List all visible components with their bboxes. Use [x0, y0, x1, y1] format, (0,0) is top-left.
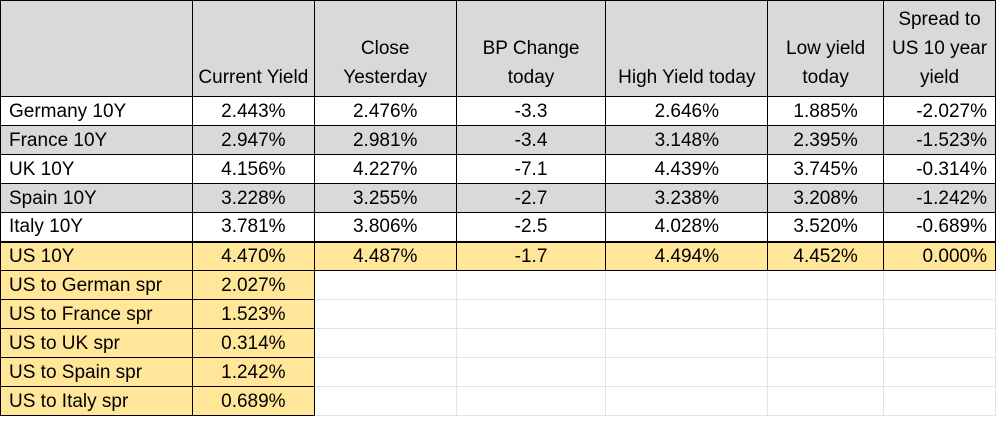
cell-low-yield[interactable]: 3.520% — [767, 212, 885, 242]
cell-spread[interactable]: -1.523% — [883, 125, 996, 155]
cell-label[interactable]: UK 10Y — [0, 154, 193, 184]
cell-high-yield[interactable]: 4.028% — [605, 212, 769, 242]
empty-cell[interactable] — [455, 299, 607, 329]
empty-cell[interactable] — [767, 328, 885, 358]
cell-spread[interactable]: -0.689% — [883, 212, 996, 242]
empty-cell[interactable] — [767, 270, 885, 300]
empty-cell[interactable] — [313, 328, 457, 358]
header-cell-current-yield[interactable]: Current Yield — [191, 0, 315, 97]
cell-label[interactable]: Italy 10Y — [0, 212, 193, 242]
table-row: France 10Y 2.947% 2.981% -3.4 3.148% 2.3… — [0, 125, 996, 155]
cell-spread[interactable]: -0.314% — [883, 154, 996, 184]
cell-close-yesterday[interactable]: 4.227% — [313, 154, 457, 184]
empty-cell[interactable] — [605, 357, 769, 387]
table-row: Germany 10Y 2.443% 2.476% -3.3 2.646% 1.… — [0, 96, 996, 126]
cell-spread-label[interactable]: US to German spr — [0, 270, 193, 300]
table-row: Spain 10Y 3.228% 3.255% -2.7 3.238% 3.20… — [0, 183, 996, 213]
cell-current-yield[interactable]: 4.470% — [191, 240, 315, 271]
cell-spread-label[interactable]: US to France spr — [0, 299, 193, 329]
cell-spread-value[interactable]: 1.242% — [191, 357, 315, 387]
cell-high-yield[interactable]: 4.439% — [605, 154, 769, 184]
cell-current-yield[interactable]: 2.443% — [191, 96, 315, 126]
cell-close-yesterday[interactable]: 3.806% — [313, 212, 457, 242]
cell-bp-change[interactable]: -3.4 — [455, 125, 607, 155]
cell-bp-change[interactable]: -1.7 — [455, 240, 607, 271]
spread-row: US to France spr 1.523% — [0, 299, 996, 329]
cell-bp-change[interactable]: -3.3 — [455, 96, 607, 126]
cell-spread[interactable]: 0.000% — [883, 240, 996, 271]
cell-spread[interactable]: -1.242% — [883, 183, 996, 213]
empty-cell[interactable] — [883, 357, 996, 387]
cell-spread-label[interactable]: US to Italy spr — [0, 386, 193, 416]
cell-close-yesterday[interactable]: 4.487% — [313, 240, 457, 271]
table-row-us: US 10Y 4.470% 4.487% -1.7 4.494% 4.452% … — [0, 240, 996, 271]
empty-cell[interactable] — [767, 299, 885, 329]
cell-spread-label[interactable]: US to UK spr — [0, 328, 193, 358]
spread-row: US to UK spr 0.314% — [0, 328, 996, 358]
header-cell-high-yield[interactable]: High Yield today — [605, 0, 769, 97]
cell-current-yield[interactable]: 4.156% — [191, 154, 315, 184]
cell-low-yield[interactable]: 2.395% — [767, 125, 885, 155]
empty-cell[interactable] — [313, 386, 457, 416]
cell-low-yield[interactable]: 4.452% — [767, 240, 885, 271]
cell-label[interactable]: Germany 10Y — [0, 96, 193, 126]
cell-spread[interactable]: -2.027% — [883, 96, 996, 126]
header-cell-low-yield[interactable]: Low yield today — [767, 0, 885, 97]
cell-low-yield[interactable]: 1.885% — [767, 96, 885, 126]
cell-low-yield[interactable]: 3.745% — [767, 154, 885, 184]
empty-cell[interactable] — [883, 328, 996, 358]
empty-cell[interactable] — [455, 270, 607, 300]
empty-cell[interactable] — [883, 270, 996, 300]
empty-cell[interactable] — [605, 299, 769, 329]
cell-spread-value[interactable]: 0.314% — [191, 328, 315, 358]
cell-label[interactable]: France 10Y — [0, 125, 193, 155]
spread-row: US to Spain spr 1.242% — [0, 357, 996, 387]
cell-high-yield[interactable]: 3.238% — [605, 183, 769, 213]
cell-high-yield[interactable]: 3.148% — [605, 125, 769, 155]
empty-cell[interactable] — [605, 386, 769, 416]
header-cell-spread[interactable]: Spread to US 10 year yield — [883, 0, 996, 97]
cell-high-yield[interactable]: 4.494% — [605, 240, 769, 271]
cell-low-yield[interactable]: 3.208% — [767, 183, 885, 213]
empty-cell[interactable] — [883, 299, 996, 329]
cell-current-yield[interactable]: 3.228% — [191, 183, 315, 213]
spread-row: US to Italy spr 0.689% — [0, 386, 996, 416]
cell-bp-change[interactable]: -2.7 — [455, 183, 607, 213]
empty-cell[interactable] — [455, 328, 607, 358]
cell-bp-change[interactable]: -2.5 — [455, 212, 607, 242]
cell-bp-change[interactable]: -7.1 — [455, 154, 607, 184]
cell-spread-label[interactable]: US to Spain spr — [0, 357, 193, 387]
header-cell-label[interactable] — [0, 0, 193, 97]
cell-spread-value[interactable]: 1.523% — [191, 299, 315, 329]
cell-close-yesterday[interactable]: 2.476% — [313, 96, 457, 126]
cell-label[interactable]: Spain 10Y — [0, 183, 193, 213]
table-row: UK 10Y 4.156% 4.227% -7.1 4.439% 3.745% … — [0, 154, 996, 184]
empty-cell[interactable] — [767, 357, 885, 387]
header-cell-close-yesterday[interactable]: Close Yesterday — [313, 0, 457, 97]
cell-current-yield[interactable]: 3.781% — [191, 212, 315, 242]
empty-cell[interactable] — [767, 386, 885, 416]
cell-spread-value[interactable]: 2.027% — [191, 270, 315, 300]
empty-cell[interactable] — [313, 270, 457, 300]
empty-cell[interactable] — [313, 299, 457, 329]
empty-cell[interactable] — [455, 386, 607, 416]
table-row: Italy 10Y 3.781% 3.806% -2.5 4.028% 3.52… — [0, 212, 996, 242]
empty-cell[interactable] — [883, 386, 996, 416]
empty-cell[interactable] — [313, 357, 457, 387]
header-cell-bp-change[interactable]: BP Change today — [455, 0, 607, 97]
cell-current-yield[interactable]: 2.947% — [191, 125, 315, 155]
cell-close-yesterday[interactable]: 3.255% — [313, 183, 457, 213]
empty-cell[interactable] — [605, 328, 769, 358]
empty-cell[interactable] — [455, 357, 607, 387]
header-row: Current Yield Close Yesterday BP Change … — [0, 0, 996, 97]
empty-cell[interactable] — [605, 270, 769, 300]
spread-row: US to German spr 2.027% — [0, 270, 996, 300]
cell-spread-value[interactable]: 0.689% — [191, 386, 315, 416]
cell-label[interactable]: US 10Y — [0, 240, 193, 271]
cell-close-yesterday[interactable]: 2.981% — [313, 125, 457, 155]
cell-high-yield[interactable]: 2.646% — [605, 96, 769, 126]
